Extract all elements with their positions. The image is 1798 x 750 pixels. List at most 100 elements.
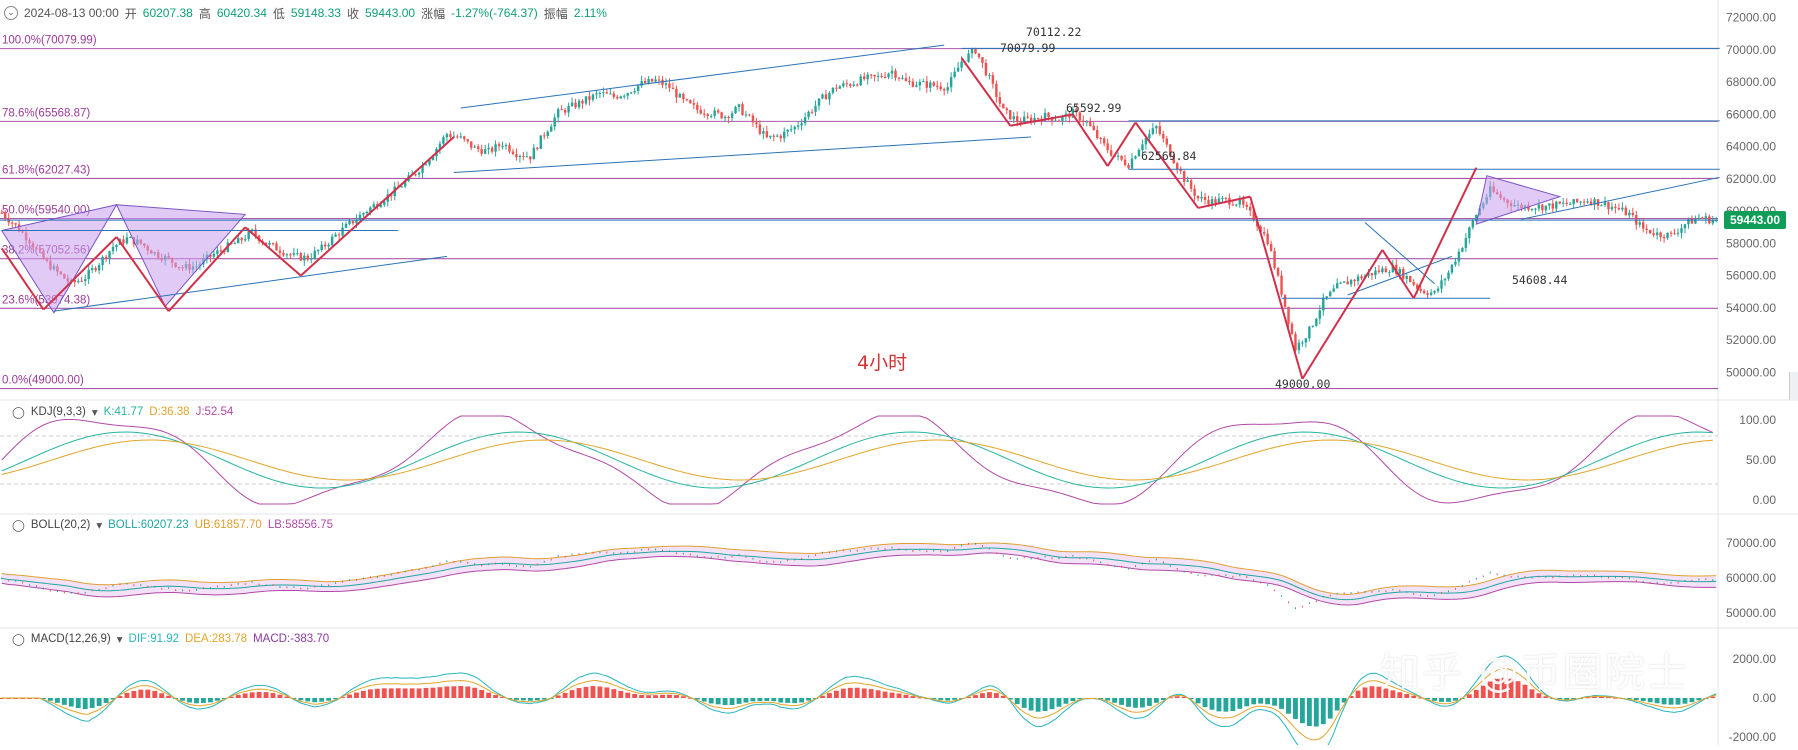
candle-body <box>838 86 842 89</box>
candle-body <box>1238 199 1242 205</box>
candle-body <box>1141 144 1144 150</box>
candle-body <box>1655 232 1659 236</box>
macd-histogram-bar <box>1432 698 1437 701</box>
candle-body <box>1676 232 1680 234</box>
candle-body <box>901 78 904 80</box>
candle-body <box>1429 292 1433 295</box>
eye-icon[interactable]: ◯ <box>12 634 25 646</box>
candle-body <box>285 254 289 256</box>
boll-header[interactable]: ◯ BOLL(20,2) ▾ BOLL:60207.23 UB:61857.70… <box>12 518 333 532</box>
candle-body <box>1687 218 1690 225</box>
candle-body <box>1589 201 1593 205</box>
macd-histogram-bar <box>1258 698 1264 704</box>
candle-body <box>369 207 372 212</box>
macd-histogram-bar <box>486 692 492 698</box>
macd-histogram-bar <box>416 688 422 698</box>
candle-body <box>501 146 504 148</box>
macd-histogram-bar <box>458 685 464 698</box>
macd-histogram-bar <box>1383 688 1389 698</box>
macd-histogram-bar <box>1404 694 1410 698</box>
candle-body <box>1450 264 1454 273</box>
candle-body <box>1607 202 1610 210</box>
candle-body <box>1134 156 1137 159</box>
high-label: 高 <box>198 6 211 21</box>
candle-body <box>918 81 922 86</box>
price-axis-tick: 68000.00 <box>1726 75 1776 89</box>
macd-histogram-bar <box>1710 696 1716 698</box>
candle-body <box>14 223 17 225</box>
candle-body <box>612 93 616 97</box>
macd-histogram-bar <box>367 689 373 698</box>
candle-body <box>125 237 129 244</box>
macd-histogram-bar <box>1028 698 1034 711</box>
macd-histogram-bar <box>1682 698 1688 704</box>
macd-histogram-bar <box>166 695 172 698</box>
candle-body <box>1701 217 1704 219</box>
macd-histogram-bar <box>632 693 638 698</box>
candle-body <box>403 181 407 187</box>
current-price-tag: 59443.00 <box>1723 211 1786 229</box>
dropdown-icon[interactable]: ▾ <box>116 634 123 646</box>
boll-upper-line <box>1 542 1717 595</box>
candle-body <box>1102 138 1106 144</box>
dropdown-icon[interactable]: ▾ <box>91 407 98 419</box>
collapse-chevron-icon[interactable]: ⌄ <box>4 6 18 20</box>
price-annotation: 49000.00 <box>1275 377 1330 391</box>
macd-histogram-bar <box>1522 684 1528 698</box>
candle-body <box>796 125 800 127</box>
kdj-header[interactable]: ◯ KDJ(9,3,3) ▾ K:41.77 D:36.38 J:52.54 <box>12 405 233 419</box>
scrollbar-handle[interactable] <box>1789 372 1798 400</box>
macd-histogram-bar <box>757 698 763 702</box>
candle-body <box>1436 288 1440 291</box>
trend-arrow <box>1072 113 1109 167</box>
candle-body <box>1638 222 1641 225</box>
candle-body <box>925 81 929 88</box>
candle-body <box>1415 284 1419 289</box>
macd-histogram-bar <box>986 692 992 698</box>
macd-histogram-bar <box>444 686 450 698</box>
macd-histogram-bar <box>159 693 165 698</box>
candle-body <box>1214 199 1217 204</box>
macd-histogram-bar <box>875 690 881 698</box>
macd-histogram-bar <box>555 695 561 698</box>
candle-body <box>1690 218 1694 224</box>
candle-body <box>104 256 108 259</box>
macd-histogram-bar <box>249 692 255 698</box>
macd-histogram-bar <box>1153 698 1159 703</box>
candle-body <box>525 156 529 158</box>
candle-body <box>466 139 469 142</box>
candle-body <box>1572 199 1575 204</box>
macd-histogram-bar <box>138 689 144 698</box>
macd-histogram-bar <box>1279 698 1284 709</box>
macd-histogram-bar <box>1014 698 1020 705</box>
candle-body <box>271 243 275 245</box>
candle-body <box>692 103 696 105</box>
candle-body <box>254 229 257 236</box>
macd-header[interactable]: ◯ MACD(12,26,9) ▾ DIF:91.92 DEA:283.78 M… <box>12 632 329 646</box>
eye-icon[interactable]: ◯ <box>12 407 25 419</box>
candle-body <box>1582 201 1586 203</box>
candle-body <box>1669 232 1673 234</box>
candle-body <box>1200 196 1203 199</box>
candle-body <box>299 253 303 261</box>
price-axis-tick: 64000.00 <box>1726 140 1776 154</box>
candle-body <box>1012 116 1015 120</box>
dropdown-icon[interactable]: ▾ <box>96 520 103 532</box>
boll-axis-tick: 50000.00 <box>1726 606 1776 620</box>
price-axis-tick: 52000.00 <box>1726 333 1776 347</box>
macd-histogram-bar <box>319 698 325 702</box>
candle-body <box>129 237 132 239</box>
macd-histogram-bar <box>673 695 679 698</box>
candle-body <box>240 238 243 241</box>
trend-arrow <box>1197 195 1251 209</box>
candle-body <box>362 213 365 215</box>
candle-body <box>1367 273 1370 276</box>
macd-histogram-bar <box>131 690 137 698</box>
low-value: 59148.33 <box>290 6 341 20</box>
candle-body <box>550 126 553 132</box>
eye-icon[interactable]: ◯ <box>12 520 25 532</box>
boll-mid-line <box>1 547 1717 601</box>
candle-body <box>1224 197 1228 199</box>
